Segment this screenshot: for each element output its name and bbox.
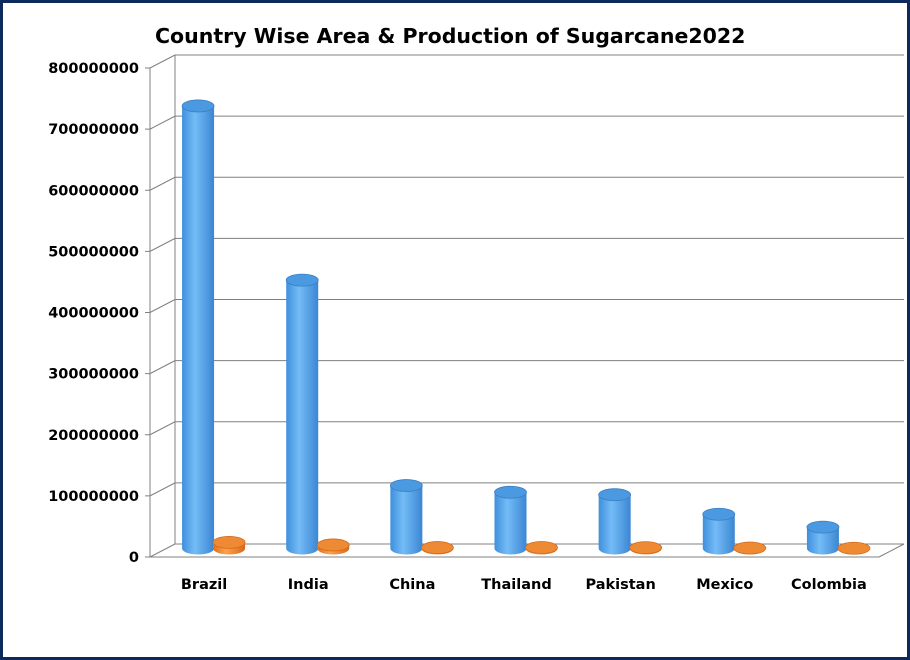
chart-title: Country Wise Area & Production of Sugarc… bbox=[155, 24, 745, 48]
bar-top bbox=[733, 541, 767, 555]
bar-top bbox=[181, 99, 215, 113]
side-wall-gridline bbox=[149, 543, 176, 558]
x-tick-label: India bbox=[288, 577, 329, 593]
bar-top bbox=[285, 273, 319, 287]
y-tick-label: 0 bbox=[129, 550, 139, 566]
bar-top bbox=[598, 488, 632, 502]
bar-body bbox=[806, 527, 839, 555]
bar-top bbox=[389, 479, 423, 492]
bar-body bbox=[182, 105, 215, 555]
bar-cylinder bbox=[525, 541, 558, 555]
bar-cylinder bbox=[806, 520, 840, 555]
x-tick-label: Thailand bbox=[481, 577, 551, 593]
y-tick-label: 300000000 bbox=[48, 367, 139, 383]
bar-cylinder bbox=[702, 507, 736, 555]
side-wall-gridline bbox=[149, 176, 176, 191]
chart-bars bbox=[181, 99, 871, 555]
bar-cylinder bbox=[494, 485, 527, 555]
bar-top bbox=[837, 541, 871, 555]
bar-top bbox=[629, 541, 663, 555]
y-tick-label: 400000000 bbox=[48, 306, 139, 322]
bar-body bbox=[390, 485, 423, 555]
y-tick-label: 200000000 bbox=[48, 428, 139, 444]
bar-cylinder bbox=[212, 535, 246, 555]
x-tick-label: Colombia bbox=[791, 577, 867, 593]
x-tick-label: China bbox=[389, 577, 435, 593]
bar-top bbox=[212, 535, 246, 549]
bar-cylinder bbox=[598, 488, 632, 555]
y-tick-label: 700000000 bbox=[48, 122, 139, 138]
y-tick-label: 800000000 bbox=[48, 61, 139, 77]
bar-chart: Country Wise Area & Production of Sugarc… bbox=[48, 24, 905, 593]
x-tick-label: Brazil bbox=[181, 577, 227, 593]
bar-cylinder bbox=[285, 273, 319, 555]
bar-top bbox=[494, 485, 527, 499]
floor-edge bbox=[878, 543, 905, 558]
bar-body bbox=[286, 280, 319, 555]
bar-cylinder bbox=[316, 538, 350, 555]
side-wall-gridline bbox=[149, 237, 176, 252]
side-wall-gridline bbox=[149, 115, 176, 130]
side-wall-gridline bbox=[149, 482, 176, 497]
bar-top bbox=[316, 538, 350, 552]
chart-axes bbox=[145, 54, 905, 558]
bar-cylinder bbox=[389, 479, 423, 555]
y-tick-label: 100000000 bbox=[48, 489, 139, 505]
bar-cylinder bbox=[629, 541, 663, 555]
side-wall-gridline bbox=[149, 360, 176, 375]
bar-cylinder bbox=[733, 541, 767, 555]
y-tick-label: 600000000 bbox=[48, 183, 139, 199]
x-tick-label: Pakistan bbox=[585, 577, 655, 593]
bar-top bbox=[525, 541, 558, 554]
bar-top bbox=[420, 541, 454, 554]
bar-top bbox=[702, 507, 736, 521]
bar-body bbox=[598, 494, 631, 555]
bar-body bbox=[494, 492, 527, 555]
bar-top bbox=[806, 520, 840, 534]
bar-cylinder bbox=[181, 99, 215, 555]
side-wall-gridline bbox=[149, 54, 176, 69]
bar-cylinder bbox=[420, 541, 454, 555]
side-wall-gridline bbox=[149, 421, 176, 436]
x-tick-label: Mexico bbox=[696, 577, 753, 593]
bar-cylinder bbox=[837, 541, 871, 555]
bar-body bbox=[702, 514, 735, 555]
chart-labels: 0 100000000 200000000 300000000 400000000 500… bbox=[48, 61, 867, 593]
y-tick-label: 500000000 bbox=[48, 244, 139, 260]
side-wall-gridline bbox=[149, 299, 176, 313]
